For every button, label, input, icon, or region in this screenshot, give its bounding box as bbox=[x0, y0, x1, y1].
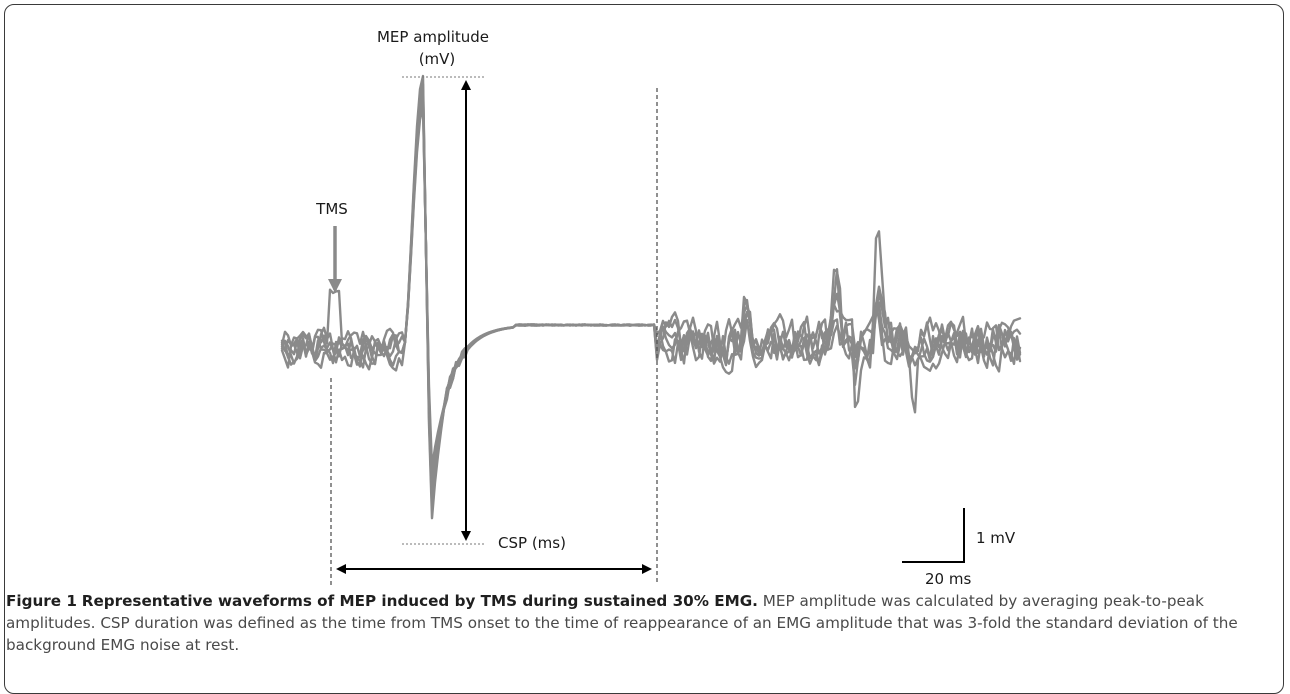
figure-title: Representative waveforms of MEP induced … bbox=[81, 592, 758, 610]
csp-label: CSP (ms) bbox=[498, 534, 566, 552]
scale-voltage-label: 1 mV bbox=[976, 529, 1016, 547]
scale-time-label: 20 ms bbox=[925, 570, 971, 588]
waveform-trace bbox=[280, 82, 1022, 510]
mep-amplitude-label: MEP amplitude bbox=[377, 28, 489, 46]
figure-number: Figure 1 bbox=[6, 592, 77, 610]
scale-bar bbox=[902, 508, 965, 563]
waveform-trace bbox=[280, 100, 1022, 479]
mep-amplitude-unit-label: (mV) bbox=[419, 50, 456, 68]
figure-caption: Figure 1 Representative waveforms of MEP… bbox=[6, 590, 1278, 656]
waveform-trace bbox=[280, 74, 1022, 520]
figure-frame bbox=[4, 4, 1284, 694]
emg-waveforms bbox=[280, 74, 1022, 520]
waveform-trace bbox=[280, 88, 1022, 500]
waveform-trace bbox=[280, 106, 1022, 469]
tms-label: TMS bbox=[315, 200, 348, 218]
waveform-trace bbox=[280, 94, 1022, 490]
figure-caption-body: MEP amplitude was calculated by averagin… bbox=[6, 592, 1238, 654]
